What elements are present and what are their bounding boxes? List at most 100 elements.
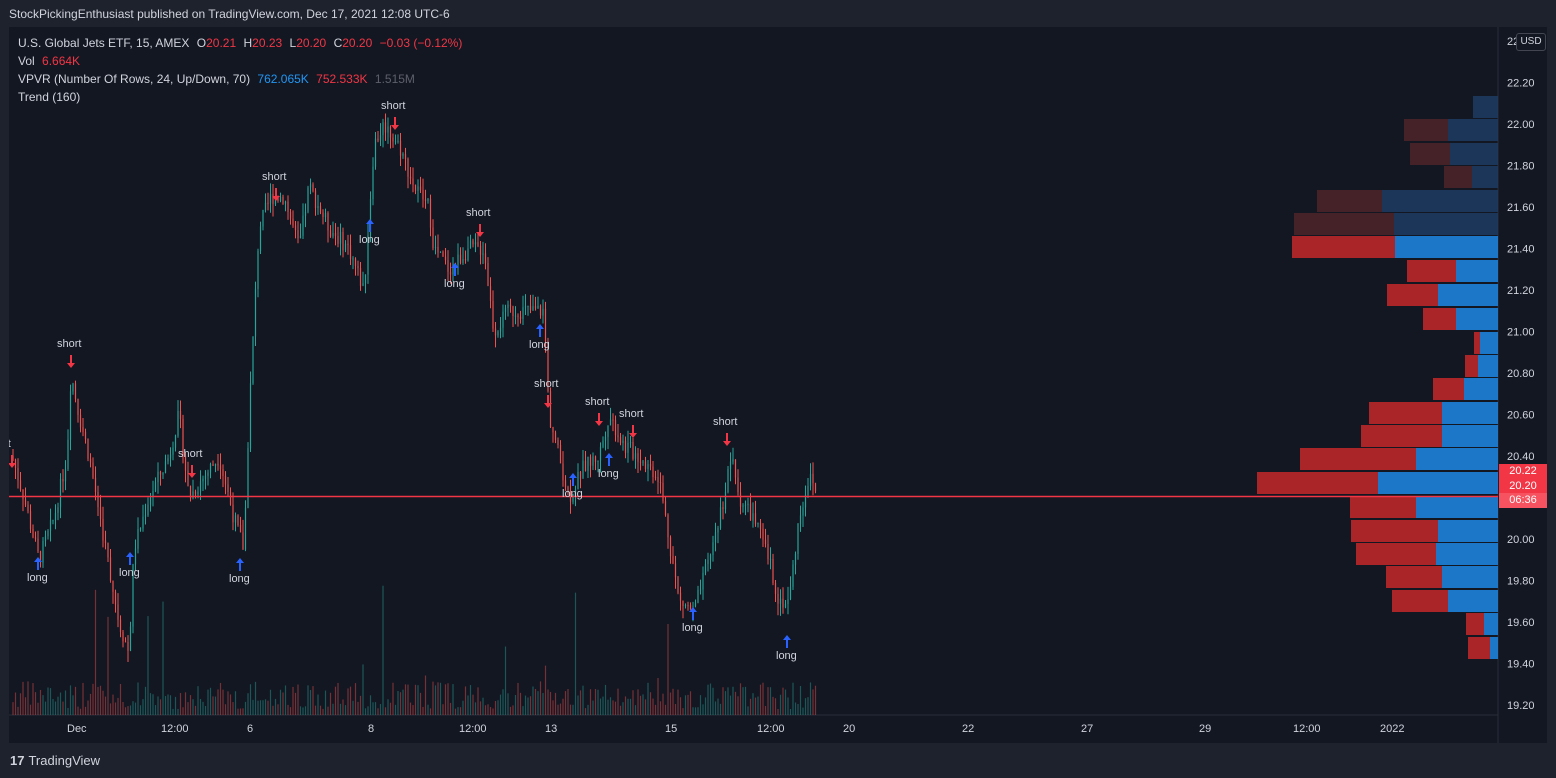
price-candle-body: [122, 632, 124, 642]
price-candle-body: [22, 489, 24, 500]
volume-bar: [429, 708, 432, 715]
volume-bar: [544, 665, 547, 715]
price-candle-body: [532, 306, 534, 310]
volume-bar: [364, 708, 367, 715]
tradingview-logo[interactable]: 17 TradingView: [10, 753, 100, 768]
price-candle-body: [694, 602, 697, 607]
volume-bar: [627, 698, 629, 715]
price-candle-body: [537, 305, 539, 309]
price-candle-body: [314, 190, 317, 208]
price-candle-body: [329, 230, 332, 237]
volume-profile-down-bar: [1407, 260, 1456, 282]
short-arrow-icon: [272, 188, 280, 201]
price-candle-body: [579, 471, 582, 479]
volume-profile-up-bar: [1442, 402, 1498, 424]
volume-bar: [812, 689, 814, 715]
price-axis-tick: 20.00: [1507, 534, 1535, 546]
price-axis-tick: 20.60: [1507, 410, 1535, 422]
long-signal-label: long: [598, 468, 619, 480]
price-candle-body: [524, 306, 527, 308]
volume-bar: [419, 692, 422, 715]
volume-bar: [87, 700, 89, 715]
price-candle-body: [774, 583, 777, 594]
price-candle-body: [147, 504, 149, 516]
price-candle-body: [19, 480, 22, 490]
price-candle-body: [34, 537, 37, 539]
price-candle-body: [629, 442, 632, 444]
volume-profile-down-bar: [1361, 425, 1442, 447]
volume-bar: [637, 689, 639, 715]
price-candle-body: [62, 478, 64, 482]
short-arrow-icon: [188, 465, 196, 478]
price-candle-body: [477, 242, 479, 246]
volume-bar: [317, 694, 319, 715]
vpvr-down-value: 752.533K: [316, 72, 368, 86]
volume-profile-up-bar: [1382, 190, 1498, 212]
last-price-top-label: 20.22: [1499, 464, 1547, 479]
volume-bar: [767, 687, 769, 715]
price-candle-body: [494, 328, 497, 336]
price-candle-body: [622, 440, 624, 443]
volume-profile-down-bar: [1392, 590, 1448, 612]
legend-trend-row[interactable]: Trend (160): [18, 88, 462, 106]
legend-volume-row[interactable]: Vol 6.664K: [18, 52, 462, 70]
price-candle-body: [282, 196, 284, 204]
short-signal-label: ort: [9, 438, 11, 450]
price-candle-body: [609, 419, 612, 426]
price-candle-body: [464, 258, 467, 261]
price-candle-body: [92, 462, 94, 478]
price-candle-body: [804, 494, 807, 508]
volume-bar: [327, 706, 329, 715]
volume-profile-down-bar: [1468, 637, 1490, 659]
volume-bar: [464, 686, 467, 715]
volume-bar: [769, 687, 772, 715]
volume-bar: [764, 705, 767, 715]
price-candle-body: [177, 411, 179, 436]
volume-profile-down-bar: [1474, 332, 1480, 354]
volume-bar: [384, 707, 387, 715]
volume-bar: [504, 646, 507, 715]
price-candle-body: [679, 592, 682, 601]
currency-button[interactable]: USD: [1516, 33, 1546, 51]
long-signal-label: long: [119, 567, 140, 579]
price-candle-body: [157, 471, 159, 483]
price-candle-body: [179, 411, 182, 419]
chart-canvas[interactable]: 22.4022.2022.0021.8021.6021.4021.2021.00…: [9, 27, 1547, 743]
price-candle-body: [269, 193, 272, 204]
short-signal-label: short: [178, 448, 202, 460]
price-candle-body: [474, 242, 477, 245]
volume-bar: [147, 616, 149, 715]
price-candle-body: [729, 461, 732, 470]
price-candle-body: [409, 176, 412, 179]
price-candle-body: [334, 233, 337, 236]
volume-bar: [672, 688, 674, 715]
price-axis-tick: 19.80: [1507, 576, 1535, 588]
price-candle-body: [472, 240, 474, 245]
volume-bar: [164, 696, 167, 715]
volume-bar: [342, 699, 344, 715]
price-candle-body: [237, 515, 239, 526]
legend-vpvr-row[interactable]: VPVR (Number Of Rows, 24, Up/Down, 70) 7…: [18, 70, 462, 88]
volume-bar: [752, 693, 754, 715]
volume-bar: [329, 692, 332, 715]
price-candle-body: [527, 305, 529, 307]
price-axis[interactable]: [1498, 27, 1547, 743]
volume-bar: [284, 685, 287, 715]
volume-bar: [439, 682, 442, 715]
volume-bar: [24, 697, 27, 715]
time-axis-label: Dec: [67, 723, 87, 735]
volume-bar: [304, 706, 307, 715]
price-candle-body: [619, 437, 622, 443]
price-candle-body: [654, 476, 657, 478]
price-candle-body: [717, 527, 719, 533]
symbol-name[interactable]: U.S. Global Jets ETF, 15, AMEX: [18, 36, 190, 50]
volume-bar: [334, 686, 337, 715]
price-candle-body: [732, 459, 734, 462]
price-candle-body: [174, 435, 177, 448]
price-candle-body: [659, 482, 662, 484]
price-candle-body: [549, 391, 552, 428]
chart-area[interactable]: 22.4022.2022.0021.8021.6021.4021.2021.00…: [9, 27, 1547, 743]
price-candle-body: [682, 600, 684, 606]
price-candle-body: [484, 253, 487, 264]
price-candle-body: [297, 230, 299, 239]
